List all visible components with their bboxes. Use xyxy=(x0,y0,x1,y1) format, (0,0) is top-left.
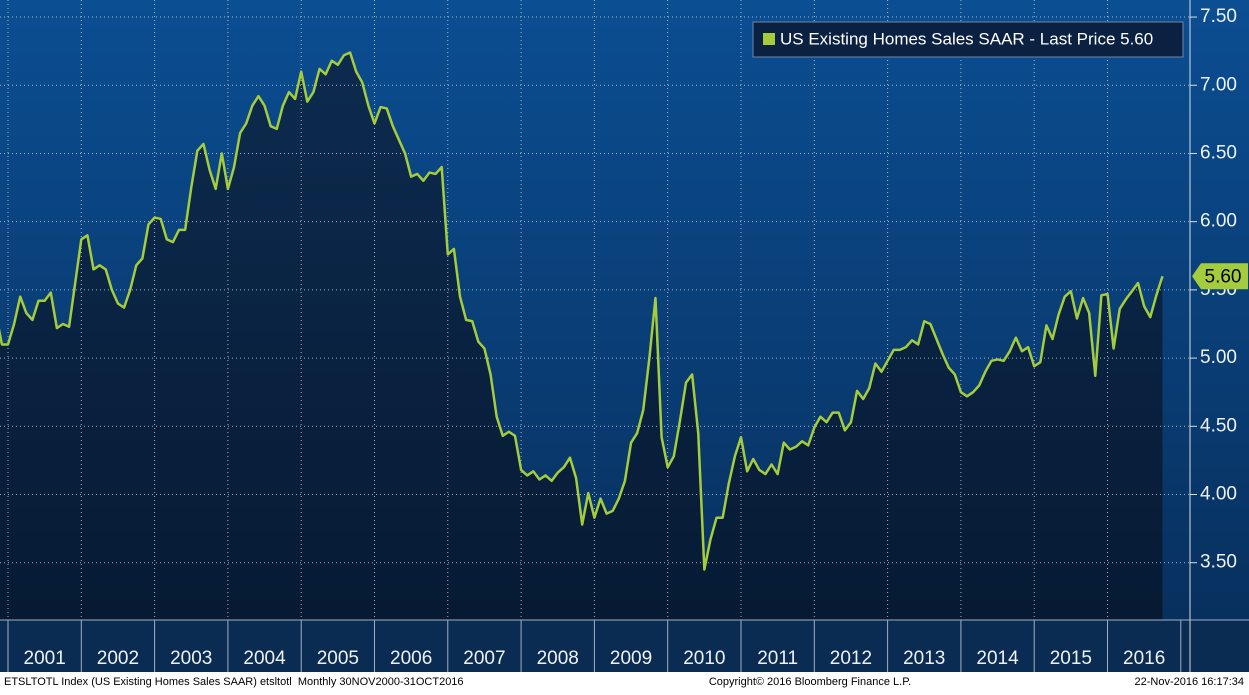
x-tick-label: 2008 xyxy=(537,648,579,669)
y-tick-label: 7.00 xyxy=(1200,74,1237,95)
y-tick-label: 7.50 xyxy=(1200,6,1237,27)
x-tick-label: 2003 xyxy=(170,648,212,669)
y-tick-label: 5.00 xyxy=(1200,347,1237,368)
x-tick-label: 2001 xyxy=(24,648,66,669)
x-tick-label: 2014 xyxy=(976,648,1019,669)
y-tick-label: 6.00 xyxy=(1200,211,1237,232)
x-tick-label: 2011 xyxy=(757,648,798,669)
y-tick-label: 6.50 xyxy=(1200,142,1237,163)
legend: US Existing Homes Sales SAAR - Last Pric… xyxy=(752,21,1184,58)
footer-band xyxy=(0,672,1249,690)
legend-swatch xyxy=(763,33,775,45)
x-tick-label: 2009 xyxy=(610,648,652,669)
line xyxy=(0,51,1164,571)
y-tick-label: 4.50 xyxy=(1200,415,1237,436)
x-tick-label: 2007 xyxy=(463,648,505,669)
footer-center: Copyright© 2016 Bloomberg Finance L.P. xyxy=(709,676,911,688)
x-tick-label: 2004 xyxy=(243,648,286,669)
x-tick-label: 2002 xyxy=(97,648,139,669)
last-price-tag xyxy=(1192,263,1248,290)
x-axis-band xyxy=(0,620,1249,672)
y-tick-label: 4.00 xyxy=(1200,484,1237,505)
x-tick-label: 2015 xyxy=(1050,648,1092,669)
x-tick-label: 2005 xyxy=(317,648,359,669)
legend-box xyxy=(752,21,1184,58)
x-tick-label: 2010 xyxy=(683,648,725,669)
legend-label: US Existing Homes Sales SAAR - Last Pric… xyxy=(780,29,1153,48)
x-tick-label: 2006 xyxy=(390,648,432,669)
last-price-label: 5.60 xyxy=(1205,266,1242,287)
x-tick-label: 2012 xyxy=(830,648,872,669)
x-tick-label: 2016 xyxy=(1123,648,1165,669)
area xyxy=(0,52,1163,620)
x-tick-label: 2013 xyxy=(903,648,945,669)
footer-right: 22-Nov-2016 16:17:34 xyxy=(1135,676,1244,688)
plot xyxy=(0,0,1190,620)
y-tick-label: 3.50 xyxy=(1200,552,1237,573)
footer-left: ETSLTOTL Index (US Existing Homes Sales … xyxy=(4,676,464,688)
axes: 3.504.004.505.005.506.006.507.007.502001… xyxy=(0,0,1249,672)
